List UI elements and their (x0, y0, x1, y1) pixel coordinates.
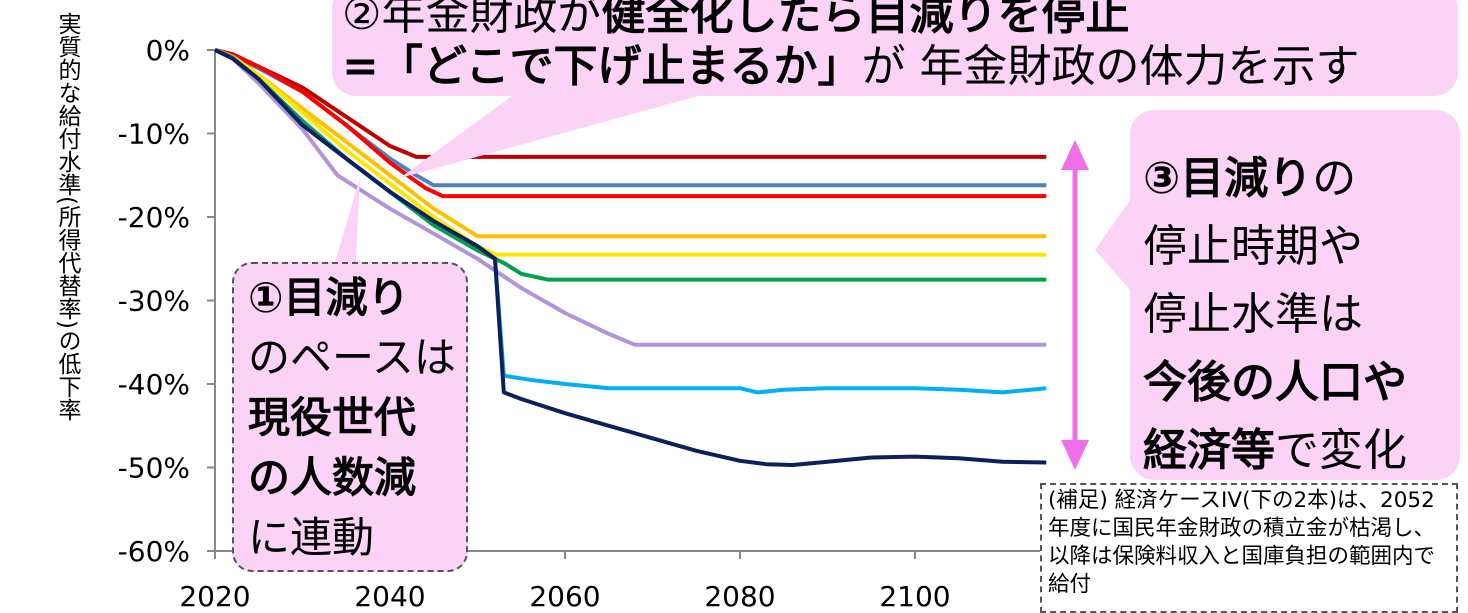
y-tick-label: -50% (118, 452, 190, 485)
supplementary-note: (補足) 経済ケースIV(下の2本)は、2052年度に国民年金財政の積立金が枯渇… (1040, 483, 1458, 613)
callout2-line2-bold: =「どこで下げ止まるか」 (342, 41, 862, 92)
y-tick-label: 0% (146, 34, 190, 67)
callout1-text2: に連動 (248, 513, 375, 562)
x-tick-label: 2080 (704, 580, 775, 613)
callout2-line1: ②年金財政が健全化したら目減りを停止 (342, 0, 1129, 42)
callout1-text: ①目減り のペースは 現役世代の人数減 に連動 (248, 268, 456, 568)
callout3-bold1: ③目減り (1143, 153, 1313, 204)
x-tick-label: 2020 (179, 580, 250, 613)
callout3-text4: で変化 (1275, 425, 1407, 476)
callout2-line1-prefix: ②年金財政が (342, 0, 602, 40)
callout-1 (232, 262, 468, 572)
y-tick-label: -30% (118, 285, 190, 318)
y-tick-label: -60% (118, 535, 190, 568)
y-tick-label: -10% (118, 118, 190, 151)
x-ticks: 2020 2040 2060 2080 2100 (179, 551, 951, 613)
callout-3 (1130, 110, 1460, 480)
x-tick-label: 2040 (354, 580, 425, 613)
callout1-text1: のペースは (248, 333, 456, 382)
callout3-text1: の (1312, 153, 1357, 204)
y-ticks: 0% -10% -20% -30% -40% -50% -60% (118, 34, 215, 568)
y-tick-label: -40% (118, 368, 190, 401)
series-lines (214, 48, 1047, 467)
callout1-bold2: 現役世代の人数減 (248, 393, 417, 502)
series-line-7 (214, 48, 1047, 347)
callout1-bold1: ①目減り (248, 273, 410, 322)
callout3-bold2: 今後の人口や (1143, 357, 1407, 408)
callout3-text3: 停止水準は (1143, 289, 1363, 340)
series-line-3 (214, 48, 1047, 199)
x-tick-label: 2100 (879, 580, 950, 613)
callout2-line1-bold: 健全化したら目減りを停止 (601, 0, 1130, 40)
callout2-line2: =「どこで下げ止まるか」が 年金財政の体力を示す (342, 30, 1360, 94)
series-line-9 (214, 48, 1047, 467)
callout2-line2-normal: が 年金財政の体力を示す (861, 41, 1360, 92)
callout-2 (332, 0, 1458, 96)
x-tick-label: 2060 (529, 580, 600, 613)
y-tick-label: -20% (118, 201, 190, 234)
callout3-bold3: 経済等 (1143, 425, 1275, 476)
callout3-text: ③目減りの 停止時期や 停止水準は 今後の人口や 経済等で変化 (1143, 145, 1407, 485)
range-arrow (1061, 140, 1089, 470)
y-axis-label: 実質的な給付水準(所得代替率)の低下率 (54, 12, 80, 421)
callout3-text2: 停止時期や (1143, 221, 1363, 272)
